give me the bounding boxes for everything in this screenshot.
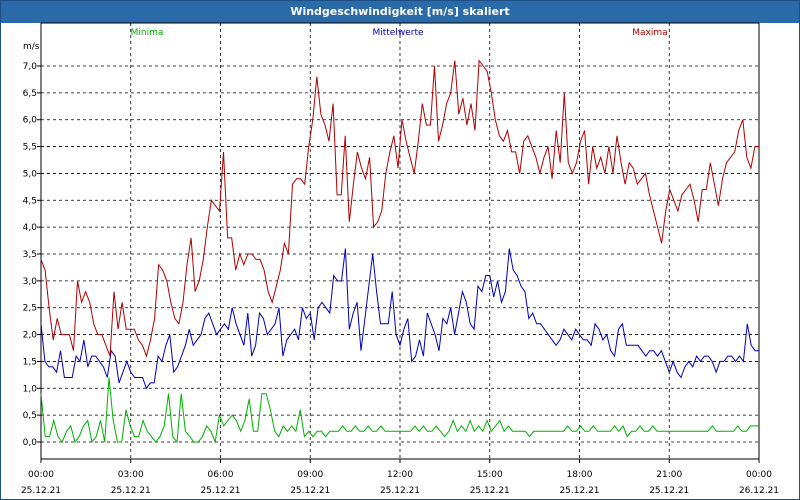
y-tick-label: 6,5 [23,89,37,99]
y-tick-label: 4,5 [23,196,37,206]
x-tick-date: 25.12.21 [470,486,510,496]
y-tick-label: 1,0 [23,384,38,394]
window-title: Windgeschwindigkeit [m/s] skaliert [1,1,799,23]
x-tick-date: 26.12.21 [739,486,779,496]
y-tick-label: 0,5 [23,411,37,421]
x-tick-time: 00:00 [28,470,54,480]
x-tick-time: 12:00 [387,470,413,480]
x-tick-date: 25.12.21 [380,486,420,496]
legend-mittelwerte: Mittelwerte [372,28,423,38]
y-tick-label: 5,5 [23,143,37,153]
y-tick-label: 0,0 [23,438,38,448]
series-line-mittelwerte [40,248,759,390]
x-tick-time: 03:00 [118,470,144,480]
y-tick-label: 7,0 [23,62,38,72]
series-line-maxima [40,59,759,358]
x-tick-time: 00:00 [746,470,772,480]
y-tick-label: 6,0 [23,116,38,126]
y-tick-label: 3,5 [23,250,37,260]
x-tick-date: 25.12.21 [290,486,330,496]
y-axis-label: m/s [23,42,40,52]
y-tick-label: 5,0 [23,169,38,179]
x-tick-time: 21:00 [656,470,682,480]
x-tick-date: 25.12.21 [200,486,240,496]
x-tick-time: 18:00 [567,470,593,480]
x-tick-time: 15:00 [477,470,503,480]
legend-maxima: Maxima [632,28,667,38]
legend-minima: Minima [131,28,164,38]
y-tick-label: 3,0 [23,277,38,287]
y-tick-label: 2,5 [23,304,37,314]
series-line-minima [40,377,759,444]
y-tick-label: 2,0 [23,331,38,341]
x-tick-time: 06:00 [208,470,234,480]
x-tick-date: 25.12.21 [649,486,689,496]
y-tick-label: 4,0 [23,223,38,233]
x-tick-date: 25.12.21 [21,486,61,496]
y-tick-label: 1,5 [23,357,37,367]
x-tick-date: 25.12.21 [111,486,151,496]
x-tick-date: 25.12.21 [559,486,599,496]
x-tick-time: 09:00 [297,470,323,480]
